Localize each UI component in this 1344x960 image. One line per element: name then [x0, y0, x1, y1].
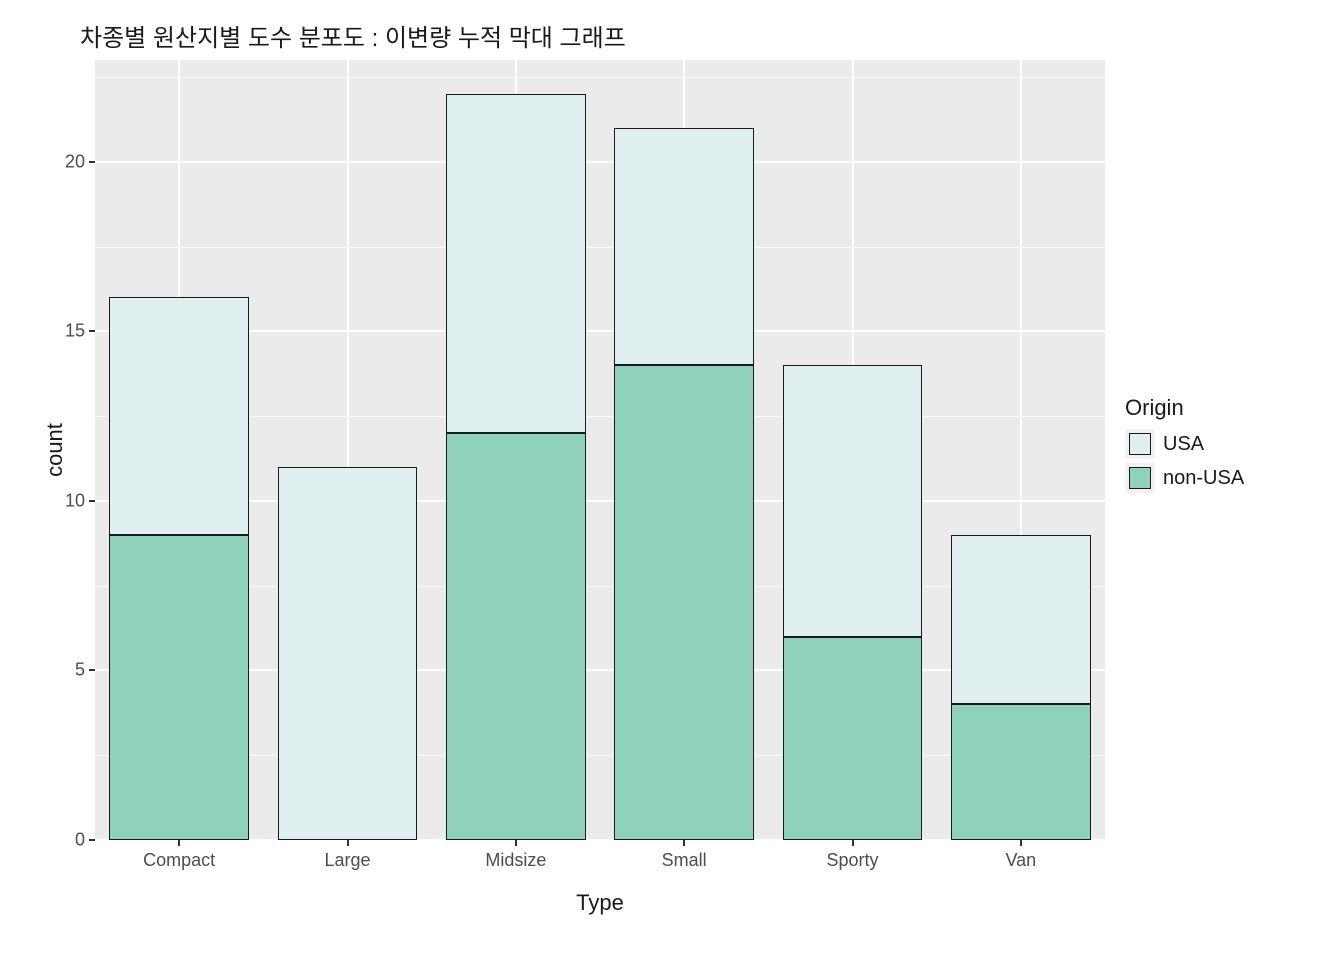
x-tick-label: Small: [662, 850, 707, 871]
x-axis-label: Type: [576, 890, 624, 916]
x-tick-mark: [178, 840, 180, 846]
y-tick-mark: [89, 839, 95, 841]
x-tick-label: Midsize: [485, 850, 546, 871]
y-axis-label: count: [42, 423, 68, 477]
bar-segment: [951, 704, 1091, 840]
x-tick-label: Sporty: [826, 850, 878, 871]
y-tick-label: 15: [65, 321, 85, 342]
bar-segment: [951, 535, 1091, 705]
bar-segment: [109, 535, 249, 840]
legend-title: Origin: [1125, 395, 1244, 421]
legend-item: non-USA: [1125, 463, 1244, 493]
legend: Origin USA non-USA: [1125, 395, 1244, 497]
gridline-h-minor: [95, 247, 1105, 248]
y-tick-mark: [89, 669, 95, 671]
bar-segment: [278, 467, 418, 840]
y-tick-mark: [89, 161, 95, 163]
legend-swatch-inner: [1129, 467, 1151, 489]
legend-label: non-USA: [1163, 467, 1244, 490]
plot-area: 05101520CompactLargeMidsizeSmallSportyVa…: [95, 60, 1105, 840]
bar-segment: [614, 128, 754, 365]
chart-container: 차종별 원산지별 도수 분포도 : 이변량 누적 막대 그래프 05101520…: [0, 0, 1344, 960]
legend-item: USA: [1125, 429, 1244, 459]
bar-segment: [783, 637, 923, 840]
legend-swatch-inner: [1129, 433, 1151, 455]
bar-segment: [446, 433, 586, 840]
y-tick-mark: [89, 500, 95, 502]
bar-segment: [109, 297, 249, 534]
legend-swatch: [1125, 463, 1155, 493]
y-tick-label: 0: [75, 830, 85, 851]
x-tick-mark: [1020, 840, 1022, 846]
bar-segment: [783, 365, 923, 636]
y-tick-mark: [89, 330, 95, 332]
chart-title: 차종별 원산지별 도수 분포도 : 이변량 누적 막대 그래프: [80, 18, 626, 53]
x-tick-mark: [347, 840, 349, 846]
x-tick-mark: [515, 840, 517, 846]
x-tick-label: Compact: [143, 850, 215, 871]
x-tick-mark: [852, 840, 854, 846]
y-tick-label: 5: [75, 660, 85, 681]
y-tick-label: 10: [65, 490, 85, 511]
bar-segment: [614, 365, 754, 840]
legend-label: USA: [1163, 433, 1204, 456]
x-tick-label: Large: [324, 850, 370, 871]
legend-swatch: [1125, 429, 1155, 459]
x-tick-label: Van: [1005, 850, 1036, 871]
y-tick-label: 20: [65, 151, 85, 172]
x-tick-mark: [683, 840, 685, 846]
gridline-h-minor: [95, 77, 1105, 78]
gridline-h: [95, 161, 1105, 163]
bar-segment: [446, 94, 586, 433]
